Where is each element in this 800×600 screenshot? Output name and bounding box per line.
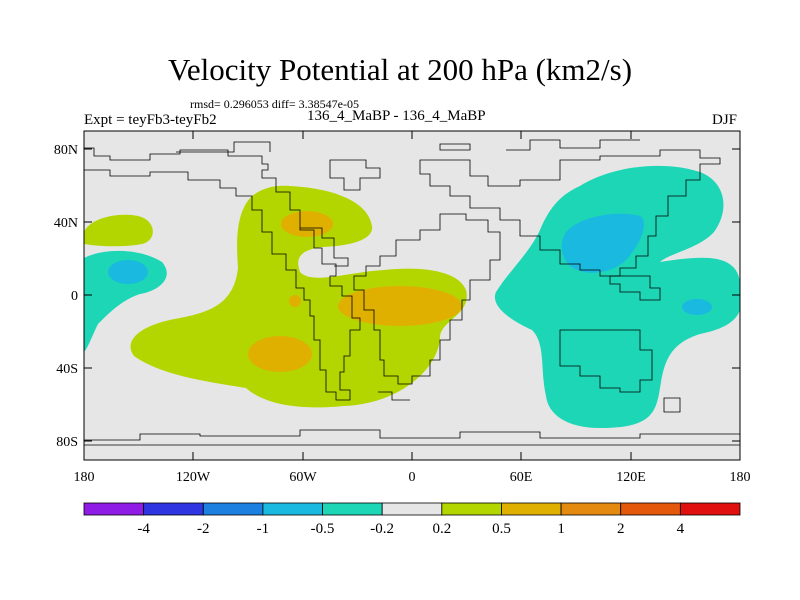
lon-label-180e: 180	[730, 470, 751, 485]
colorbar-swatch	[560, 502, 622, 516]
case-label: 136_4_MaBP - 136_4_MaBP	[307, 108, 486, 124]
lat-tick-marks	[84, 148, 740, 442]
colorbar: -4 -2 -1 -0.5 -0.2 0.2 0.5 1 2 4	[83, 502, 741, 537]
colorbar-swatch	[202, 502, 264, 516]
negative-region-asia-pacific	[494, 165, 740, 428]
lon-tick-marks	[83, 131, 741, 460]
lat-label-80n: 80N	[54, 143, 78, 158]
lon-label-120e: 120E	[616, 470, 646, 485]
lon-label-60e: 60E	[510, 470, 533, 485]
colorbar-swatch	[679, 502, 741, 516]
colorbar-label: -2	[197, 521, 210, 537]
experiment-label: Expt = teyFb3-teyFb2	[84, 112, 217, 128]
negative-core-indian-ocean	[561, 213, 645, 273]
lat-label-40s: 40S	[56, 362, 78, 377]
lon-label-180w: 180	[74, 470, 95, 485]
season-label: DJF	[712, 112, 738, 128]
colorbar-label: 4	[677, 521, 685, 537]
colorbar-label: 0.2	[432, 521, 451, 537]
colorbar-swatch	[441, 502, 502, 516]
lon-label-60w: 60W	[289, 470, 317, 485]
negative-core-west-pacific	[682, 299, 712, 315]
colorbar-label: -4	[137, 521, 150, 537]
lat-label-0: 0	[71, 289, 78, 304]
colorbar-swatch	[620, 502, 681, 516]
colorbar-label: -0.5	[311, 521, 335, 537]
colorbar-label: 2	[617, 521, 625, 537]
positive-core-north-america	[281, 211, 333, 237]
lon-label-0: 0	[409, 470, 416, 485]
lon-label-120w: 120W	[176, 470, 211, 485]
lat-label-80s: 80S	[56, 435, 78, 450]
lat-label-40n: 40N	[54, 216, 78, 231]
map-plot-area	[84, 131, 740, 460]
colorbar-swatch	[322, 502, 383, 516]
colorbar-swatch	[381, 502, 443, 516]
colorbar-label: -0.2	[370, 521, 394, 537]
colorbar-swatch	[143, 502, 204, 516]
page-title: Velocity Potential at 200 hPa (km2/s)	[167, 52, 633, 87]
negative-core-east-pacific	[108, 260, 148, 284]
colorbar-swatch	[83, 502, 145, 516]
positive-region-pacific	[84, 214, 153, 247]
stats-line: rmsd= 0.296053 diff= 3.38547e-05	[190, 97, 359, 111]
coastlines	[84, 139, 740, 446]
positive-core-atlantic	[338, 286, 462, 326]
colorbar-label: 0.5	[492, 521, 511, 537]
colorbar-label: 1	[557, 521, 565, 537]
positive-core-south-pacific	[248, 336, 312, 372]
colorbar-swatch	[501, 502, 562, 516]
positive-core-small	[289, 295, 301, 307]
colorbar-label: -1	[257, 521, 270, 537]
colorbar-swatch	[262, 502, 323, 516]
